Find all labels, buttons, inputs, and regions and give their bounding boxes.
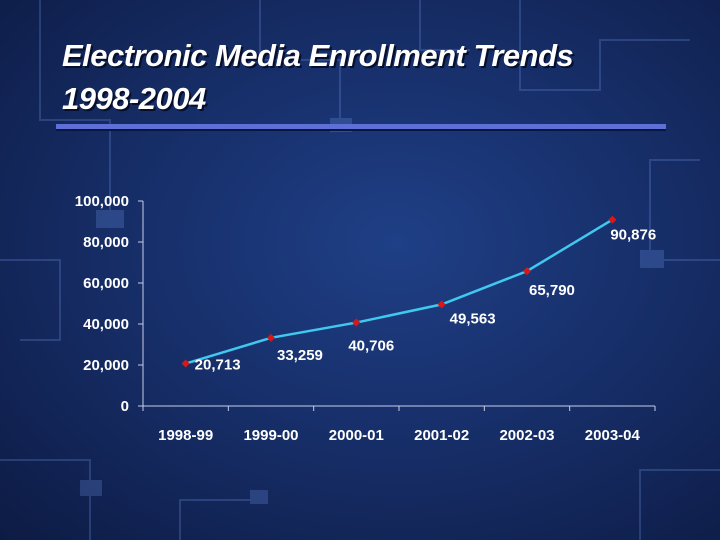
y-tick-label: 40,000	[83, 316, 129, 333]
data-point-marker	[267, 334, 275, 342]
data-label: 90,876	[610, 227, 656, 244]
y-tick-label: 80,000	[83, 234, 129, 251]
x-tick-label: 2001-02	[414, 427, 469, 444]
x-tick-label: 2002-03	[499, 427, 554, 444]
x-tick-label: 1998-99	[158, 427, 213, 444]
x-tick-label: 2000-01	[329, 427, 384, 444]
enrollment-line-chart: 0 20,000 40,000 60,000 80,000 100,000 1998-99 1…	[0, 0, 720, 540]
x-tick-label: 2003-04	[585, 427, 641, 444]
data-label: 65,790	[529, 282, 575, 299]
data-point-marker	[182, 360, 190, 368]
data-point-marker	[352, 319, 360, 327]
data-label: 33,259	[277, 347, 323, 364]
y-tick-label: 60,000	[83, 275, 129, 292]
data-label: 20,713	[195, 357, 241, 374]
data-label: 40,706	[348, 338, 394, 355]
y-tick-label: 100,000	[75, 193, 129, 210]
data-point-marker	[438, 300, 446, 308]
y-tick-label: 20,000	[83, 357, 129, 374]
x-tick-label: 1999-00	[243, 427, 298, 444]
data-label: 49,563	[450, 310, 496, 327]
y-tick-label: 0	[121, 398, 129, 415]
